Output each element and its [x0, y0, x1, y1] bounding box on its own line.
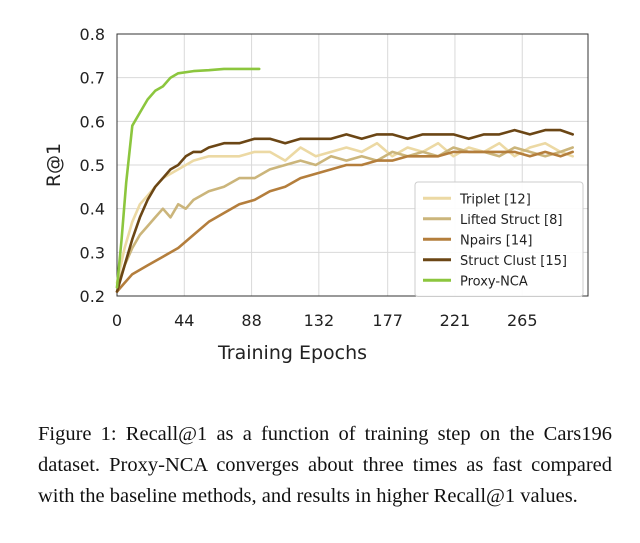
x-axis-label: Training Epochs — [217, 342, 367, 364]
x-tick-label: 88 — [241, 311, 261, 330]
legend-box — [414, 181, 584, 297]
x-tick-label: 177 — [372, 311, 403, 330]
x-tick-label: 132 — [304, 311, 335, 330]
y-tick-label: 0.7 — [80, 69, 105, 88]
y-tick-label: 0.3 — [80, 243, 105, 262]
legend-label: Struct Clust [15] — [460, 254, 567, 269]
y-tick-label: 0.8 — [80, 25, 105, 44]
y-axis-label: R@1 — [43, 143, 65, 187]
x-tick-label: 44 — [174, 311, 194, 330]
series-line-npairs-14 — [115, 150, 574, 293]
legend-label: Proxy-NCA — [460, 274, 528, 289]
y-tick-label: 0.5 — [80, 156, 105, 175]
y-tick-label: 0.6 — [80, 112, 105, 131]
series-line-proxy-nca — [115, 67, 261, 289]
plot-frame — [116, 33, 589, 297]
legend-label: Lifted Struct [8] — [460, 213, 562, 228]
x-axis-ticks: 0 44 88 132 177 221 265 — [112, 311, 538, 330]
legend: Triplet [12] Lifted Struct [8] Npairs [14]… — [414, 181, 584, 297]
chart-figure: 0 44 88 132 177 221 265 0.2 0.3 0.4 0.5 0.6 0.7 0.8 … — [43, 25, 589, 364]
y-tick-label: 0.2 — [80, 287, 105, 306]
series-line-struct-clust-15 — [115, 128, 574, 293]
x-tick-label: 221 — [440, 311, 471, 330]
series-layer — [115, 67, 574, 293]
y-tick-label: 0.4 — [80, 200, 105, 219]
legend-label: Triplet [12] — [459, 192, 531, 207]
line-chart: 0 44 88 132 177 221 265 0.20.30.40.50.60.70.8 … — [43, 25, 589, 364]
figure-caption: Figure 1: Recall@1 as a function of trai… — [38, 422, 612, 507]
legend-label: Npairs [14] — [460, 233, 533, 248]
x-tick-label: 0 — [112, 311, 122, 330]
y-axis-ticks: 0.2 0.3 0.4 0.5 0.6 0.7 0.8 — [80, 25, 105, 306]
x-tick-label: 265 — [507, 311, 538, 330]
